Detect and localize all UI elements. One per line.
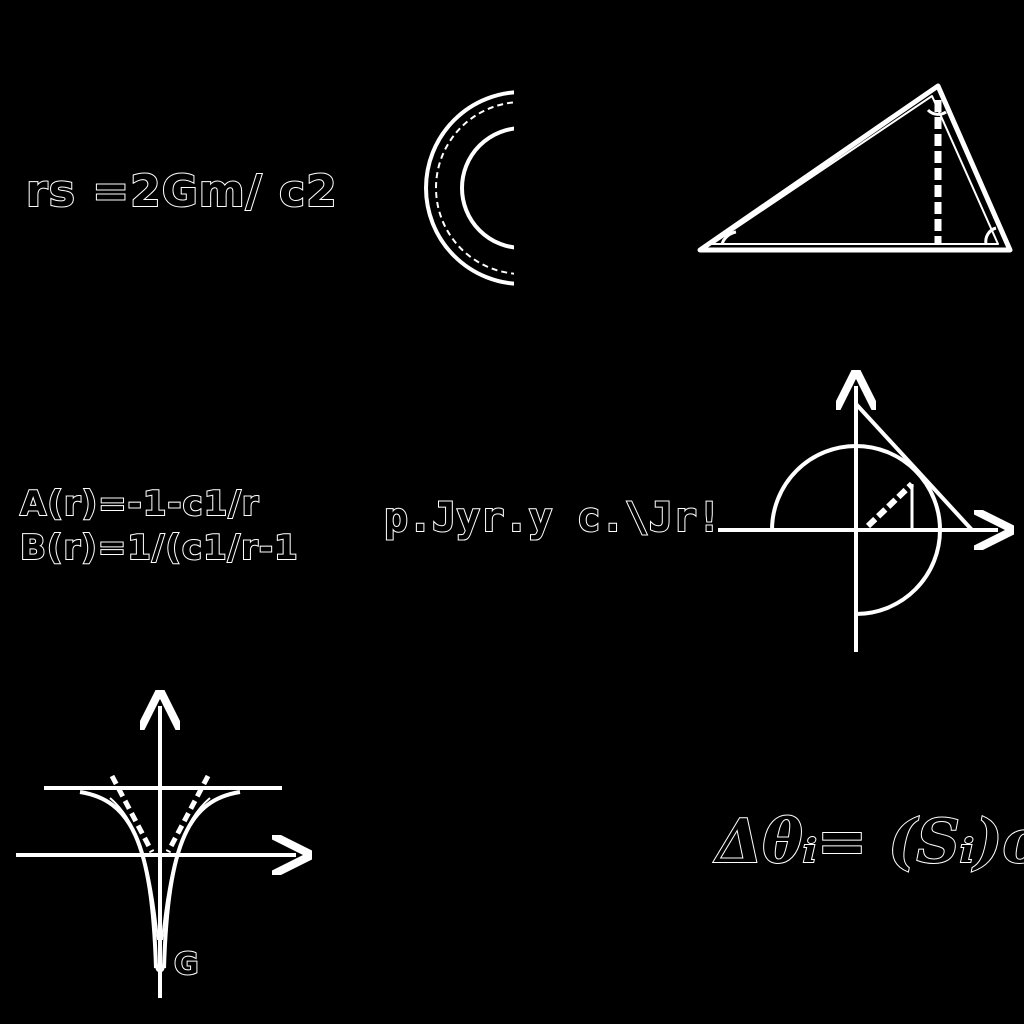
gravity-well-graph-icon xyxy=(16,706,296,998)
triangle-band xyxy=(514,86,1024,296)
schwarzschild-radius-formula: rs =2Gm/ c2 xyxy=(25,166,338,217)
metric-a-formula: A(r)=-1-c1/r xyxy=(19,483,260,525)
metric-coefficients: A(r)=-1-c1/r B(r)=1/(c1/r-1 xyxy=(19,482,299,570)
metric-b-formula: B(r)=1/(c1/r-1 xyxy=(19,527,299,569)
right-triangle-icon xyxy=(697,83,1013,253)
unit-circle-icon xyxy=(718,386,998,652)
graph-axis-label: G xyxy=(173,947,200,982)
handwritten-text: p.Jyr.y c.\Jr! xyxy=(383,495,722,541)
delta-theta-formula: Δθᵢ= (Sᵢ)org xyxy=(715,807,1024,877)
